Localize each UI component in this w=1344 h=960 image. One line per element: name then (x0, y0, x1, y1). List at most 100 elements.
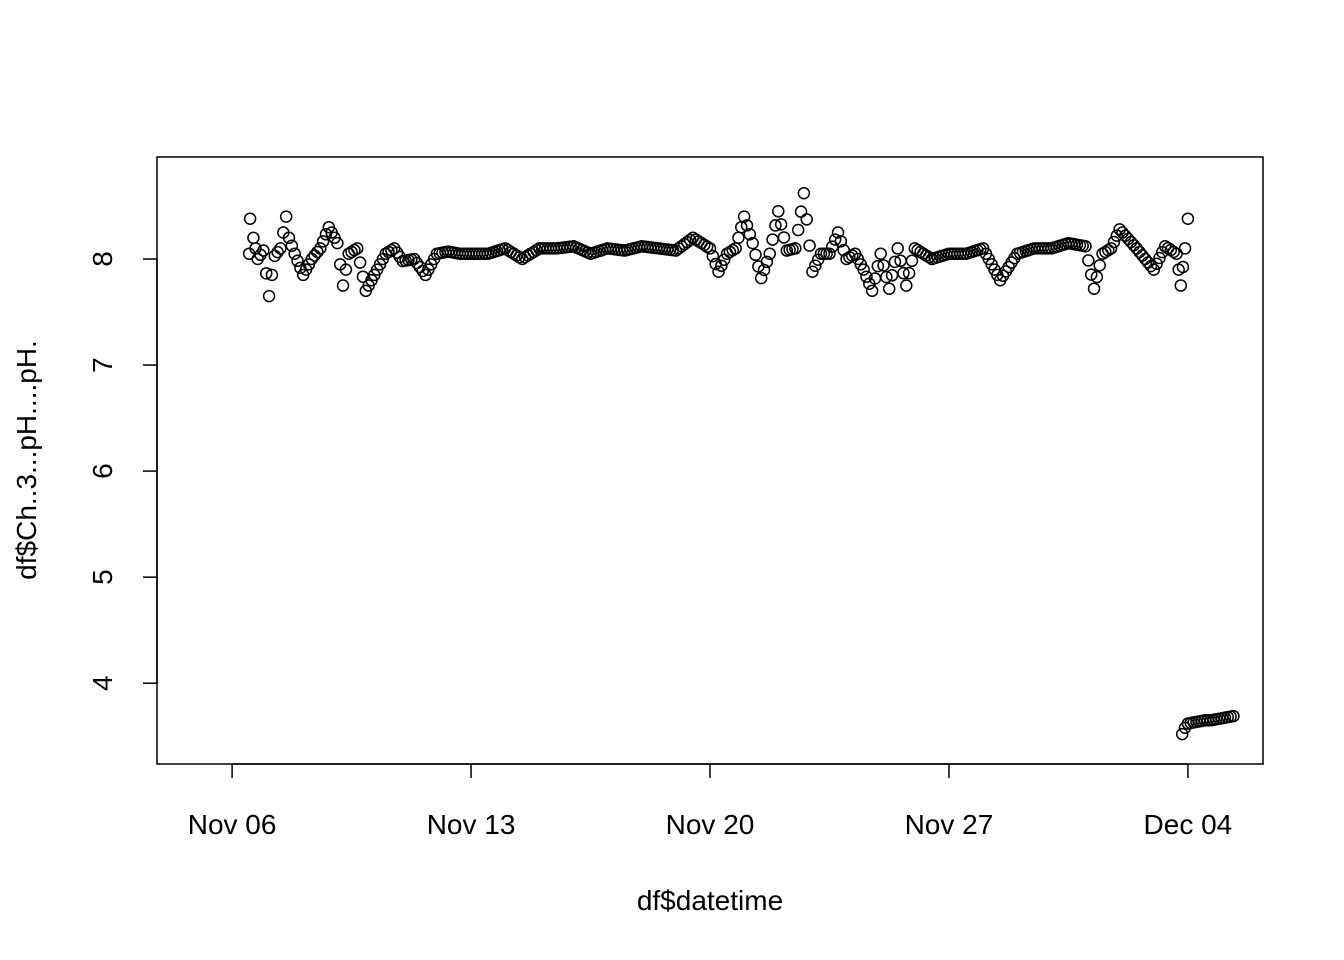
data-point (262, 289, 276, 303)
data-point (247, 231, 260, 245)
data-point (1136, 249, 1149, 262)
data-point (740, 219, 754, 232)
data-point (348, 243, 361, 257)
data-point (243, 212, 257, 225)
data-point (1087, 282, 1101, 295)
data-point (1144, 259, 1158, 273)
data-point (268, 249, 282, 263)
data-point (351, 242, 364, 255)
data-point (1174, 279, 1188, 292)
data-point (331, 236, 344, 250)
data-point (1107, 235, 1121, 249)
data-point (1133, 245, 1146, 259)
data-point (749, 248, 762, 262)
data-point (1147, 263, 1161, 276)
data-point (265, 268, 279, 282)
data-point (285, 239, 299, 253)
data-point (712, 265, 725, 278)
data-point (1167, 245, 1180, 259)
y-tick-label-1: 5 (87, 569, 118, 585)
data-point (319, 228, 333, 241)
data-point (902, 266, 916, 280)
data-point (1093, 259, 1106, 272)
data-point (274, 242, 287, 255)
y-tick-label-2: 6 (87, 463, 118, 479)
data-point (803, 239, 816, 252)
data-point (766, 233, 779, 246)
data-point (800, 213, 813, 226)
data-point (882, 282, 896, 295)
y-axis-label: df$Ch..3...pH....pH. (11, 340, 42, 580)
data-point (769, 219, 782, 232)
data-point (888, 255, 902, 269)
data-point (706, 249, 720, 263)
data-point (703, 242, 717, 255)
data-point (900, 279, 913, 292)
y-tick-label-0: 4 (87, 675, 118, 691)
data-point (737, 210, 751, 223)
data-point (791, 223, 805, 237)
data-point (291, 254, 304, 268)
data-point (1150, 257, 1163, 271)
x-tick-label-1: Nov 13 (427, 809, 516, 840)
data-point (715, 259, 728, 272)
y-tick-label-3: 7 (87, 357, 118, 373)
x-tick-label-3: Nov 27 (905, 809, 994, 840)
plot-box (156, 156, 1264, 765)
data-point (774, 218, 788, 231)
data-point (809, 259, 822, 272)
data-point (308, 249, 321, 262)
data-point (1084, 268, 1098, 281)
data-point (700, 240, 714, 253)
data-point (726, 243, 740, 257)
data-point (288, 247, 301, 260)
data-point (857, 263, 870, 276)
data-point (772, 205, 785, 218)
data-point (743, 228, 757, 241)
data-point (823, 247, 836, 260)
data-point (1175, 727, 1189, 741)
data-point (513, 250, 526, 264)
data-point (757, 263, 771, 277)
data-point (897, 266, 910, 280)
data-point (257, 244, 270, 257)
data-point (871, 259, 885, 273)
data-point (905, 254, 919, 268)
x-tick-label-2: Nov 20 (666, 809, 755, 840)
data-point (314, 242, 327, 255)
data-point (860, 270, 873, 283)
data-point (1176, 260, 1190, 274)
data-point (271, 245, 284, 259)
data-point (806, 265, 819, 278)
data-point (1181, 212, 1195, 225)
data-point (1082, 254, 1095, 267)
data-point (794, 205, 808, 218)
data-point (834, 235, 848, 248)
data-point (874, 247, 887, 260)
data-point (789, 242, 802, 255)
data-point (311, 245, 324, 259)
data-point (831, 226, 845, 239)
data-point (336, 279, 350, 292)
data-point (828, 233, 842, 246)
data-point (1227, 709, 1240, 723)
data-point (760, 255, 774, 269)
x-axis-label: df$datetime (637, 885, 783, 916)
data-point (732, 231, 745, 245)
data-point (865, 284, 879, 298)
data-point (683, 233, 697, 247)
data-point (777, 231, 791, 244)
data-points (242, 187, 1240, 741)
data-point (1138, 252, 1152, 266)
data-point (1153, 251, 1166, 265)
data-point (763, 247, 776, 260)
y-tick-label-4: 8 (87, 251, 118, 267)
data-point (1090, 270, 1104, 284)
data-point (282, 231, 296, 245)
data-point (754, 271, 768, 285)
data-point (746, 236, 759, 250)
y-axis: 4 5 6 7 8 (87, 251, 158, 691)
x-axis: Nov 06 Nov 13 Nov 20 Nov 27 Dec 04 (188, 763, 1232, 840)
data-point (797, 187, 811, 200)
